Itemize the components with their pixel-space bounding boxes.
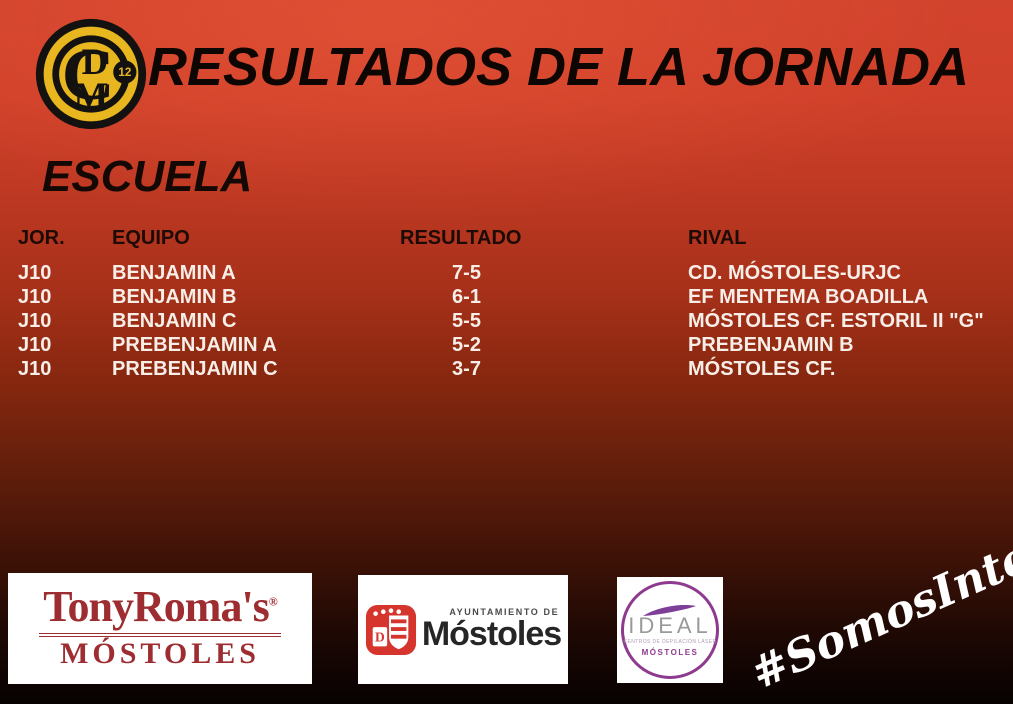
cell-jor: J10	[18, 262, 52, 284]
cell-rival: PREBENJAMIN B	[688, 334, 854, 356]
cell-rival: MÓSTOLES CF. ESTORIL II "G"	[688, 310, 984, 332]
sponsor-card-ideal: IDEAL CENTROS DE DEPILACIÓN LÁSER MÓSTOL…	[617, 577, 723, 683]
table-row: J10 BENJAMIN A 7-5 CD. MÓSTOLES-URJC	[18, 262, 1003, 286]
cell-resultado: 7-5	[452, 262, 481, 284]
badge-year: 12	[118, 66, 131, 79]
cell-resultado: 3-7	[452, 358, 481, 380]
ideal-brand-name: IDEAL	[628, 613, 712, 638]
col-header-equipo: EQUIPO	[112, 227, 190, 249]
cell-equipo: BENJAMIN B	[112, 286, 237, 308]
tony-romas-wordmark: TonyRoma's®	[39, 582, 281, 638]
ayuntamiento-city: Móstoles	[421, 614, 562, 653]
cell-equipo: PREBENJAMIN A	[112, 334, 277, 356]
club-badge-icon: C D M 12	[35, 18, 147, 130]
tony-romas-name: TonyRoma's	[43, 582, 270, 632]
cell-rival: EF MENTEMA BOADILLA	[688, 286, 929, 308]
ayuntamiento-shield-icon: D	[365, 604, 416, 655]
ideal-city: MÓSTOLES	[641, 648, 699, 657]
table-row: J10 BENJAMIN C 5-5 MÓSTOLES CF. ESTORIL …	[18, 310, 1003, 334]
page-title: RESULTADOS DE LA JORNADA	[148, 37, 970, 97]
sponsor-card-tony-romas: TonyRoma's® MÓSTOLES	[8, 573, 312, 684]
ideal-circle-logo: IDEAL CENTROS DE DEPILACIÓN LÁSER MÓSTOL…	[621, 581, 719, 679]
ideal-swoosh-icon	[643, 605, 696, 616]
table-header-row: JOR. EQUIPO RESULTADO RIVAL	[18, 227, 1003, 257]
badge-monogram-d: D	[82, 41, 109, 82]
table-row: J10 PREBENJAMIN A 5-2 PREBENJAMIN B	[18, 334, 1003, 358]
cell-jor: J10	[18, 286, 52, 308]
badge-monogram-c: C	[62, 34, 115, 115]
svg-text:D: D	[375, 629, 385, 644]
cell-equipo: BENJAMIN A	[112, 262, 236, 284]
cell-resultado: 5-2	[452, 334, 481, 356]
cell-jor: J10	[18, 310, 52, 332]
cell-resultado: 5-5	[452, 310, 481, 332]
cell-jor: J10	[18, 358, 52, 380]
cell-equipo: PREBENJAMIN C	[112, 358, 278, 380]
section-title-escuela: ESCUELA	[42, 152, 253, 201]
col-header-resultado: RESULTADO	[400, 227, 522, 249]
ayuntamiento-small-text: AYUNTAMIENTO DE	[449, 606, 560, 617]
table-body: J10 BENJAMIN A 7-5 CD. MÓSTOLES-URJC J10…	[18, 262, 1003, 382]
cell-rival: MÓSTOLES CF.	[688, 358, 836, 380]
registered-trademark-symbol: ®	[268, 594, 278, 609]
hashtag-somos-inter: #SomosInter	[743, 521, 1013, 700]
ideal-tagline: CENTROS DE DEPILACIÓN LÁSER	[623, 639, 717, 645]
table-row: J10 BENJAMIN B 6-1 EF MENTEMA BOADILLA	[18, 286, 1003, 310]
cell-jor: J10	[18, 334, 52, 356]
cell-equipo: BENJAMIN C	[112, 310, 237, 332]
table-row: J10 PREBENJAMIN C 3-7 MÓSTOLES CF.	[18, 358, 1003, 382]
results-table: JOR. EQUIPO RESULTADO RIVAL J10 BENJAMIN…	[18, 227, 1003, 382]
col-header-rival: RIVAL	[688, 227, 747, 249]
ayuntamiento-wordmark: AYUNTAMIENTO DE Móstoles	[421, 606, 562, 653]
badge-monogram-m: M	[74, 75, 109, 116]
cell-resultado: 6-1	[452, 286, 481, 308]
col-header-jor: JOR.	[18, 227, 65, 249]
sponsor-card-ayuntamiento: D AYUNTAMIENTO DE Móstoles	[358, 575, 568, 684]
tony-romas-city: MÓSTOLES	[60, 637, 260, 671]
cell-rival: CD. MÓSTOLES-URJC	[688, 262, 901, 284]
